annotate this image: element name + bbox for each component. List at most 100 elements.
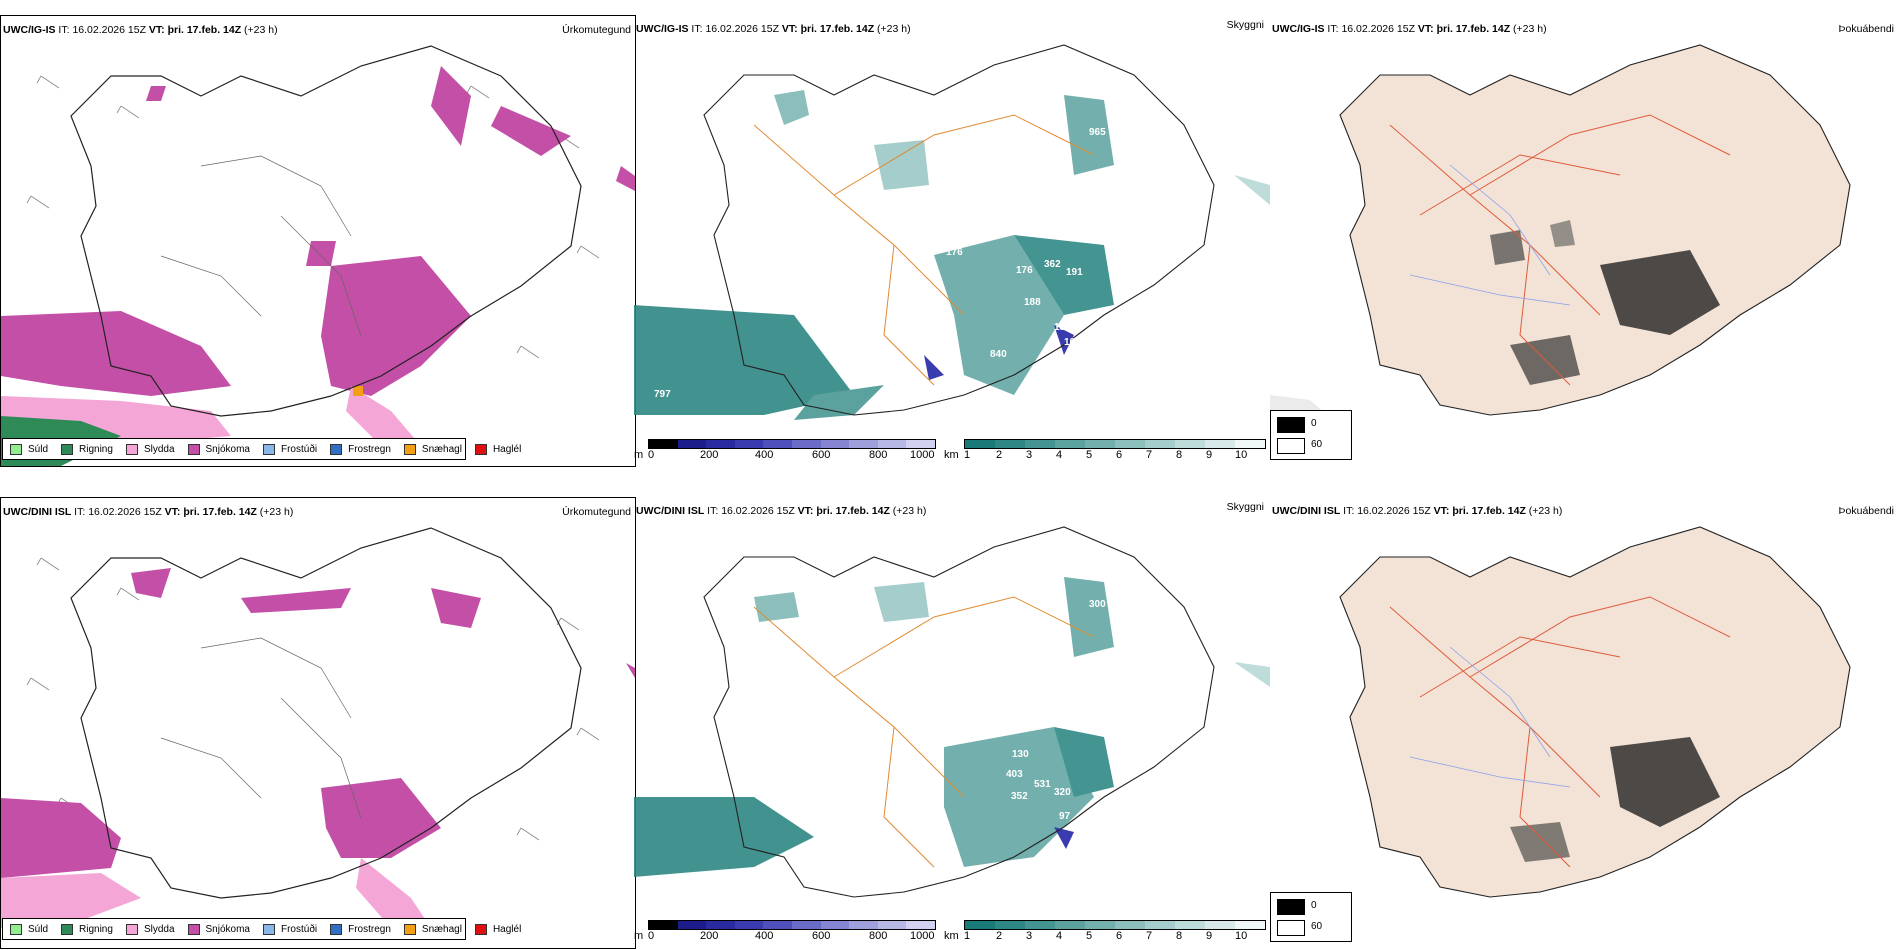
row1-fog-title: Þokuábendi <box>1838 23 1894 35</box>
vis-label: 97 <box>1059 811 1071 822</box>
legend-swatch <box>474 443 487 455</box>
row2-lead-2: (+23 h) <box>892 505 927 517</box>
row2-it-label-1: IT: <box>74 506 86 518</box>
fog-panel-row1: UWC/IG-IS IT: 16.02.2026 15Z VT: þri. 17… <box>1270 15 1900 465</box>
fog-low-label: 0 <box>1311 418 1317 429</box>
ceiling-tick: 200 <box>700 930 719 942</box>
legend-label: Snæhagl <box>421 923 462 935</box>
row1-vt-value-3: þri. 17.feb. 14Z <box>1436 23 1511 35</box>
row1-model-label-3: UWC/IG-IS <box>1272 23 1325 35</box>
ceiling-colorbar-row2: m 0 200 400 600 800 1000 <box>634 920 944 944</box>
legend-swatch <box>262 443 275 455</box>
row2-lead-3: (+23 h) <box>1528 505 1563 517</box>
legend-label: Rigning <box>79 923 113 935</box>
row2-vt-value-2: þri. 17.feb. 14Z <box>816 505 890 517</box>
row1-it-value-2: 16.02.2026 15Z <box>705 23 779 35</box>
ceiling-tick: 0 <box>648 930 655 942</box>
legend-item-haglel: Haglél <box>474 923 521 935</box>
row2-vt-label-2: VT: <box>797 505 814 517</box>
row2-vis-title: Skyggni <box>1226 501 1264 513</box>
visibility-tick: 9 <box>1206 449 1213 461</box>
legend-label: Frostregn <box>348 923 391 935</box>
legend-item-snjokoma: Snjókoma <box>187 443 250 455</box>
visibility-tick: 7 <box>1146 449 1153 461</box>
legend-swatch <box>187 923 200 935</box>
legend-label: Frostúði <box>280 443 318 455</box>
vis-label: 130 <box>1012 749 1029 760</box>
visibility-tick: 4 <box>1056 930 1063 942</box>
legend-label: Frostúði <box>280 923 318 935</box>
row2-vis-header: UWC/DINI ISL IT: 16.02.2026 15Z VT: þri.… <box>636 505 926 517</box>
legend-swatch <box>10 923 22 935</box>
ceiling-tick: 800 <box>869 930 888 942</box>
visibility-unit: km <box>944 930 959 942</box>
legend-label: Súld <box>28 443 49 455</box>
vis-label: 362 <box>1044 259 1061 270</box>
vis-label: 176 <box>1016 265 1033 276</box>
legend-item-snjokoma: Snjókoma <box>187 923 250 935</box>
row1-model-label-2: UWC/IG-IS <box>636 23 689 35</box>
legend-item-frostregn: Frostregn <box>330 443 391 455</box>
fog-high-label: 60 <box>1311 439 1323 450</box>
ceiling-colorbar-row1: m 0 200 400 600 800 1000 <box>634 439 944 463</box>
legend-label: Súld <box>28 923 49 935</box>
legend-label: Rigning <box>79 443 113 455</box>
legend-swatch <box>330 443 343 455</box>
legend-label: Slydda <box>143 923 175 935</box>
visibility-colorbar-strip <box>964 920 1266 930</box>
fog-legend-row1: 0 60 <box>1270 410 1352 460</box>
legend-swatch <box>403 923 416 935</box>
vis-label: 965 <box>1089 127 1106 138</box>
precip-type-panel-row1: UWC/IG-IS IT: 16.02.2026 15Z VT: þri. 17… <box>0 15 636 467</box>
legend-item-frostregn: Frostregn <box>330 923 391 935</box>
legend-swatch <box>61 443 74 455</box>
row1-it-label-1: IT: <box>58 24 70 36</box>
row1-precip-title: Úrkomutegund <box>562 24 631 36</box>
fog-map-row2 <box>1339 526 1851 898</box>
legend-item-sudd: Súld <box>10 443 49 455</box>
ceiling-unit: m <box>634 449 644 461</box>
visibility-tick: 2 <box>996 449 1003 461</box>
fog-high-swatch <box>1277 920 1305 936</box>
vis-label: 797 <box>654 389 671 400</box>
vis-label: 176 <box>946 247 963 258</box>
row1-it-value-1: 16.02.2026 15Z <box>72 24 146 36</box>
legend-item-haglel: Haglél <box>474 443 521 455</box>
row1-vt-value-1: þri. 17.feb. 14Z <box>167 24 242 36</box>
ceiling-tick: 600 <box>812 930 831 942</box>
visibility-panel-row1: 965 176 176 362 191 188 138 101 137 840 … <box>634 15 1270 465</box>
row1-it-label-2: IT: <box>691 23 703 35</box>
legend-item-frostudi: Frostúði <box>262 443 318 455</box>
vis-label: 191 <box>1066 267 1083 278</box>
fog-high-label: 60 <box>1311 921 1323 932</box>
precip-type-map-row2 <box>1 527 635 928</box>
row1-lead-3: (+23 h) <box>1513 23 1547 35</box>
fog-legend-row2: 0 60 <box>1270 892 1352 942</box>
visibility-tick: 10 <box>1235 930 1248 942</box>
precip-legend-row1: Súld Rigning Slydda Snjókoma Frostúði Fr… <box>2 438 521 460</box>
legend-item-snaehagl: Snæhagl <box>403 443 462 455</box>
legend-swatch <box>125 923 138 935</box>
vis-label: 300 <box>1089 599 1106 610</box>
legend-item-rigning: Rigning <box>61 923 113 935</box>
row2-it-value-1: 16.02.2026 15Z <box>88 506 162 518</box>
visibility-colorbar-row1: km 1 2 3 4 5 6 7 8 9 10 <box>944 439 1268 463</box>
legend-label: Snæhagl <box>421 443 462 455</box>
visibility-tick: 8 <box>1176 449 1183 461</box>
vis-label: 138 <box>1054 322 1071 333</box>
visibility-panel-row2: 300 130 403 531 352 320 97 UWC/DINI ISL … <box>634 497 1270 947</box>
vis-label: 840 <box>990 349 1007 360</box>
fog-low-label: 0 <box>1311 900 1317 911</box>
legend-swatch <box>61 923 74 935</box>
row1-it-label-3: IT: <box>1327 23 1339 35</box>
visibility-tick: 3 <box>1026 930 1033 942</box>
row2-precip-title: Úrkomutegund <box>562 506 631 518</box>
fog-low-swatch <box>1277 417 1305 433</box>
legend-swatch <box>262 923 275 935</box>
visibility-unit: km <box>944 449 959 461</box>
visibility-tick: 2 <box>996 930 1003 942</box>
precip-type-panel-row2: UWC/DINI ISL IT: 16.02.2026 15Z VT: þri.… <box>0 497 636 949</box>
visibility-tick: 1 <box>964 930 971 942</box>
ceiling-tick: 800 <box>869 449 888 461</box>
visibility-tick: 9 <box>1206 930 1213 942</box>
